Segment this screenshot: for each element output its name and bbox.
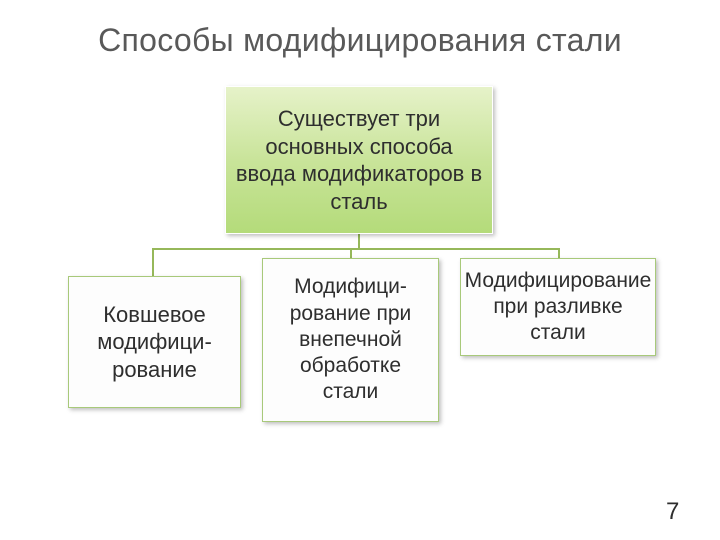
connector-drop-1	[350, 248, 352, 258]
connector-hline	[152, 248, 560, 250]
connector-drop-2	[558, 248, 560, 258]
leaf-node-0: Ковшевое модифици-рование	[68, 276, 241, 408]
connector-drop-0	[152, 248, 154, 276]
slide-title: Способы модифицирования стали	[0, 22, 720, 59]
connector-trunk	[358, 234, 360, 248]
page-number: 7	[666, 498, 679, 526]
root-node: Существует три основных способа ввода мо…	[225, 86, 493, 234]
leaf-node-1: Модифици-рование при внепечной обработке…	[262, 258, 439, 422]
leaf-node-2: Модифицирование при разливке стали	[460, 258, 656, 356]
